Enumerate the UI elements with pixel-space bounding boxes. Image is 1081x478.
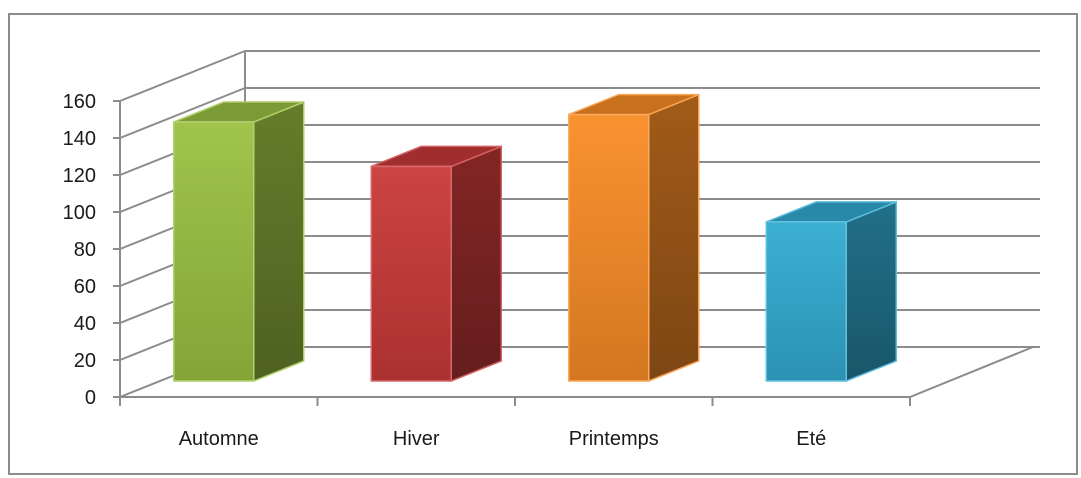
y-axis: 0 20 40 60 80 100 120 140 160 (63, 91, 121, 409)
bar-eté (765, 200, 897, 383)
y-tick-label-140: 140 (63, 128, 96, 150)
y-tick-label-160: 160 (63, 91, 96, 113)
x-tick-label-hiver: Hiver (393, 428, 440, 450)
bar-automne (173, 100, 305, 383)
bar-front-printemps (568, 113, 650, 382)
x-tick-label-eté: Eté (796, 428, 826, 450)
bar-front-hiver (370, 165, 452, 382)
bar-side-automne (253, 100, 305, 383)
bar-front-eté (765, 221, 847, 382)
y-tick-label-80: 80 (74, 239, 96, 261)
y-tick-label-0: 0 (85, 387, 96, 409)
gridline-side-160 (119, 50, 246, 102)
bar-side-eté (845, 200, 897, 383)
y-tick-label-20: 20 (74, 350, 96, 372)
gridline-side-140 (119, 87, 246, 139)
bar-printemps (568, 93, 700, 383)
y-tick-label-40: 40 (74, 313, 96, 335)
y-tick-label-120: 120 (63, 165, 96, 187)
x-tick-label-automne: Automne (179, 428, 259, 450)
y-tick-label-60: 60 (74, 276, 96, 298)
bar-side-printemps (648, 93, 700, 383)
y-tick-label-100: 100 (63, 202, 96, 224)
bars (173, 93, 897, 383)
x-tick-label-printemps: Printemps (569, 428, 659, 450)
bar-side-hiver (450, 145, 502, 383)
bar-hiver (370, 145, 502, 383)
x-axis: Automne Hiver Printemps Eté (119, 397, 911, 450)
bar-front-automne (173, 121, 255, 382)
